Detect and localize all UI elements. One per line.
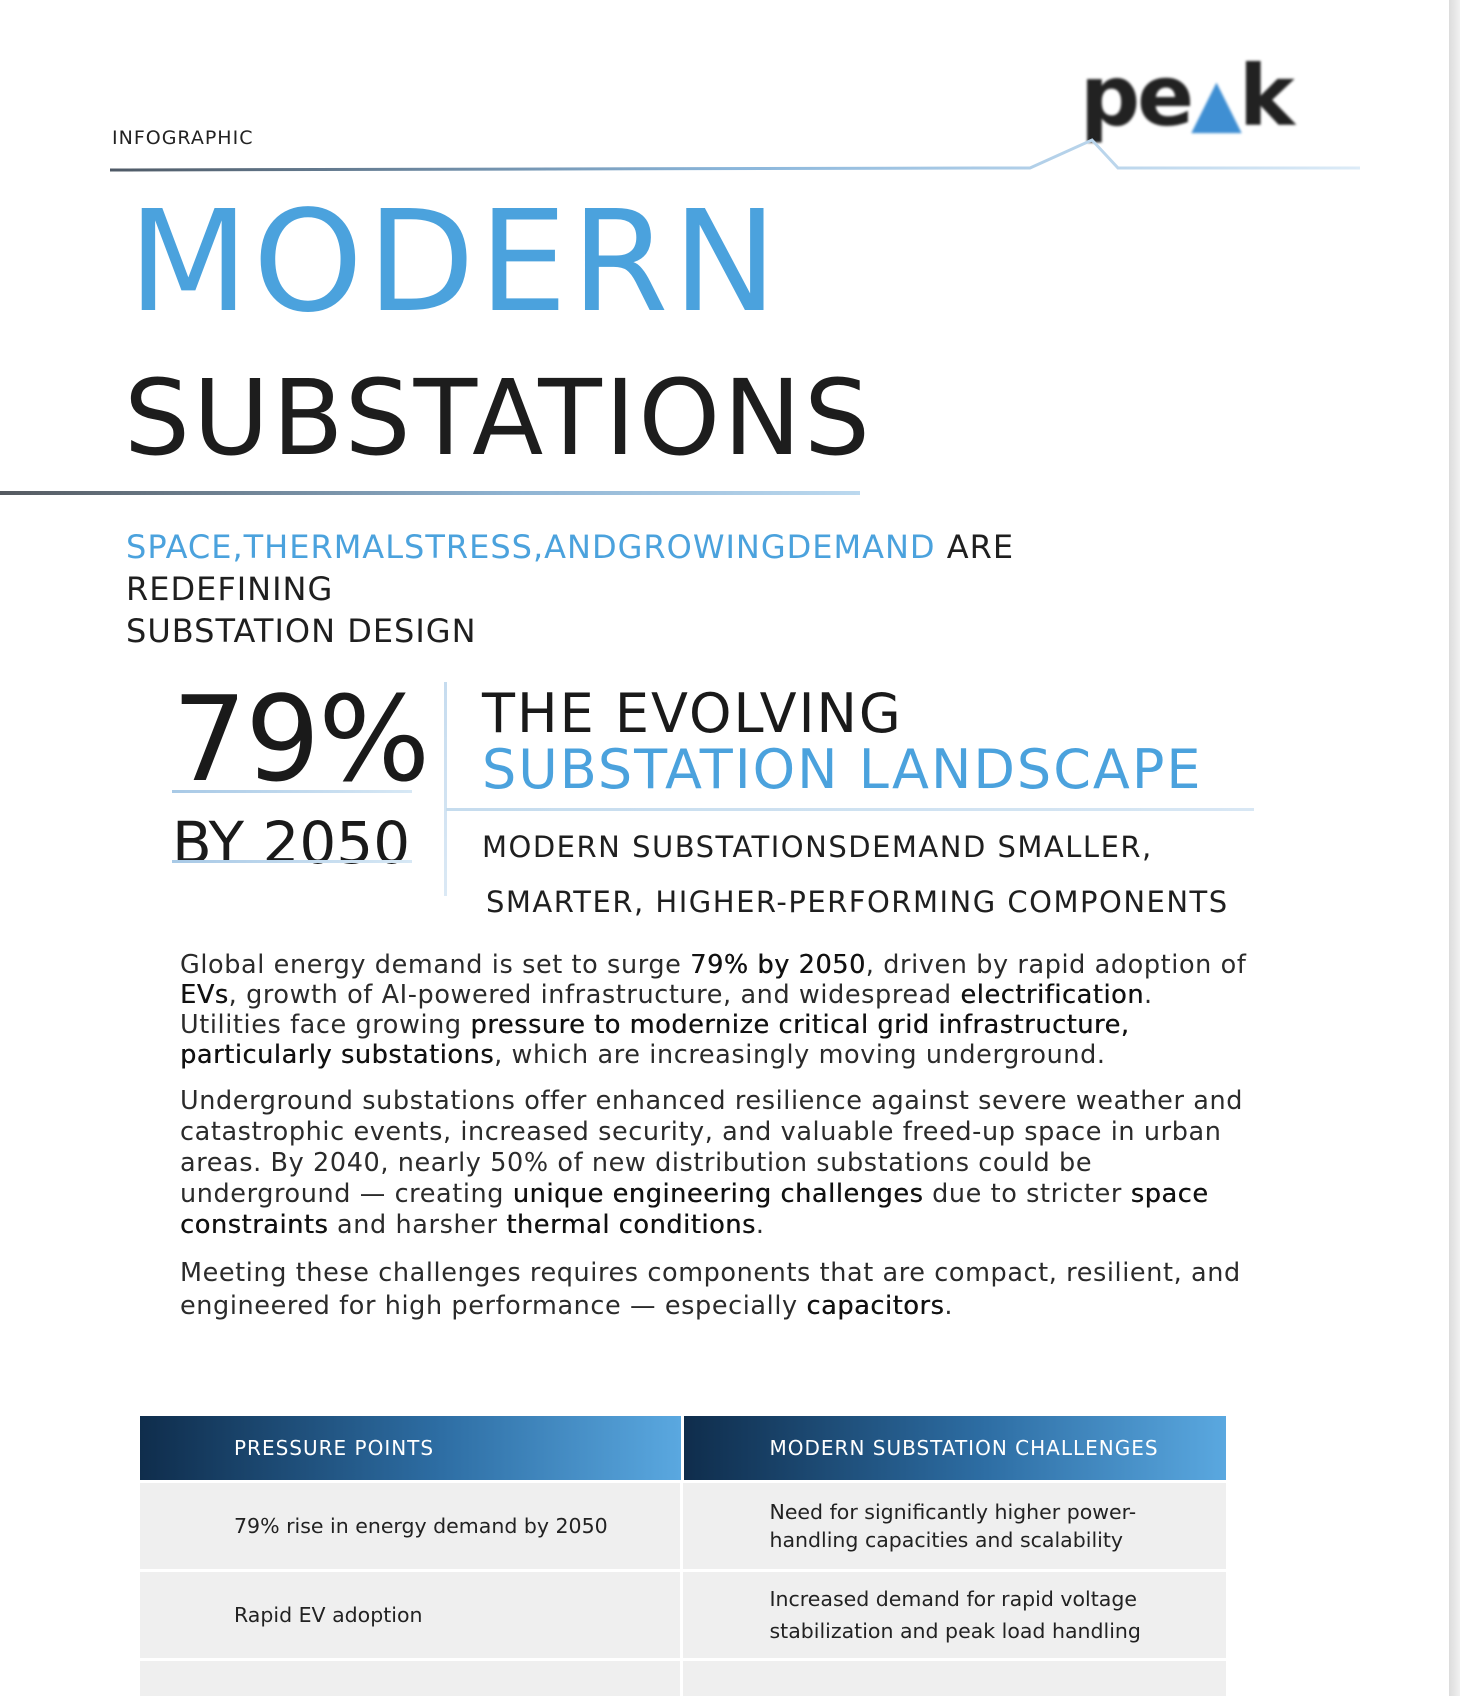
peak-logo-mark-icon: ▲ (1191, 64, 1242, 141)
body-paragraph-2: Underground substations offer enhanced r… (180, 1086, 1244, 1240)
table-row-partial (140, 1661, 1226, 1696)
title-line-1: MODERN (128, 181, 782, 344)
table-row: 79% rise in energy demand by 2050 Need f… (140, 1483, 1226, 1569)
header-rule (110, 138, 1360, 172)
subtitle-highlight: SPACE,THERMALSTRESS,ANDGROWINGDEMAND (126, 528, 936, 566)
stat-rule-top (172, 790, 412, 793)
section-subtitle-line-1: MODERN SUBSTATIONSDEMAND SMALLER, (482, 830, 1153, 864)
page-edge (1449, 0, 1460, 1696)
table-cell: Increased demand for rapid voltage stabi… (683, 1572, 1226, 1658)
section-title-line-2: SUBSTATION LANDSCAPE (482, 738, 1203, 801)
stat-value: 79% (172, 670, 430, 808)
table-cell: Rapid EV adoption (140, 1572, 681, 1658)
body-paragraph-1: Global energy demand is set to surge 79%… (180, 950, 1247, 1070)
subtitle-rest: ARE REDEFINING (126, 528, 1015, 608)
section-rule (446, 808, 1254, 811)
pressure-points-table: PRESSURE POINTS MODERN SUBSTATION CHALLE… (140, 1416, 1226, 1696)
table-cell (140, 1661, 681, 1696)
vertical-divider (444, 682, 447, 896)
section-subtitle-line-2: SMARTER, HIGHER-PERFORMING COMPONENTS (486, 885, 1229, 919)
body-paragraph-3: Meeting these challenges requires compon… (180, 1258, 1241, 1321)
table-cell (683, 1661, 1226, 1696)
body-text: Global energy demand is set to surge 79%… (180, 950, 1250, 1339)
document-type-label: INFOGRAPHIC (112, 127, 254, 149)
table-header-pressure-points: PRESSURE POINTS (140, 1416, 681, 1480)
table-header-challenges: MODERN SUBSTATION CHALLENGES (683, 1416, 1226, 1480)
section-title-line-1: THE EVOLVING (482, 682, 903, 745)
subtitle-rest-line-2: SUBSTATION DESIGN (126, 612, 477, 650)
table-row: Rapid EV adoption Increased demand for r… (140, 1572, 1226, 1658)
table-header-row: PRESSURE POINTS MODERN SUBSTATION CHALLE… (140, 1416, 1226, 1480)
table-cell: 79% rise in energy demand by 2050 (140, 1483, 681, 1569)
stat-caption: BY 2050 (172, 809, 411, 877)
title-rule (0, 491, 860, 495)
subtitle: SPACE,THERMALSTRESS,ANDGROWINGDEMAND ARE… (126, 526, 1226, 652)
stat-rule-bottom (172, 860, 412, 863)
title-line-2: SUBSTATIONS (124, 357, 874, 479)
peak-logo: pe▲k (1080, 47, 1295, 145)
table-cell: Need for significantly higher power-hand… (683, 1483, 1226, 1569)
